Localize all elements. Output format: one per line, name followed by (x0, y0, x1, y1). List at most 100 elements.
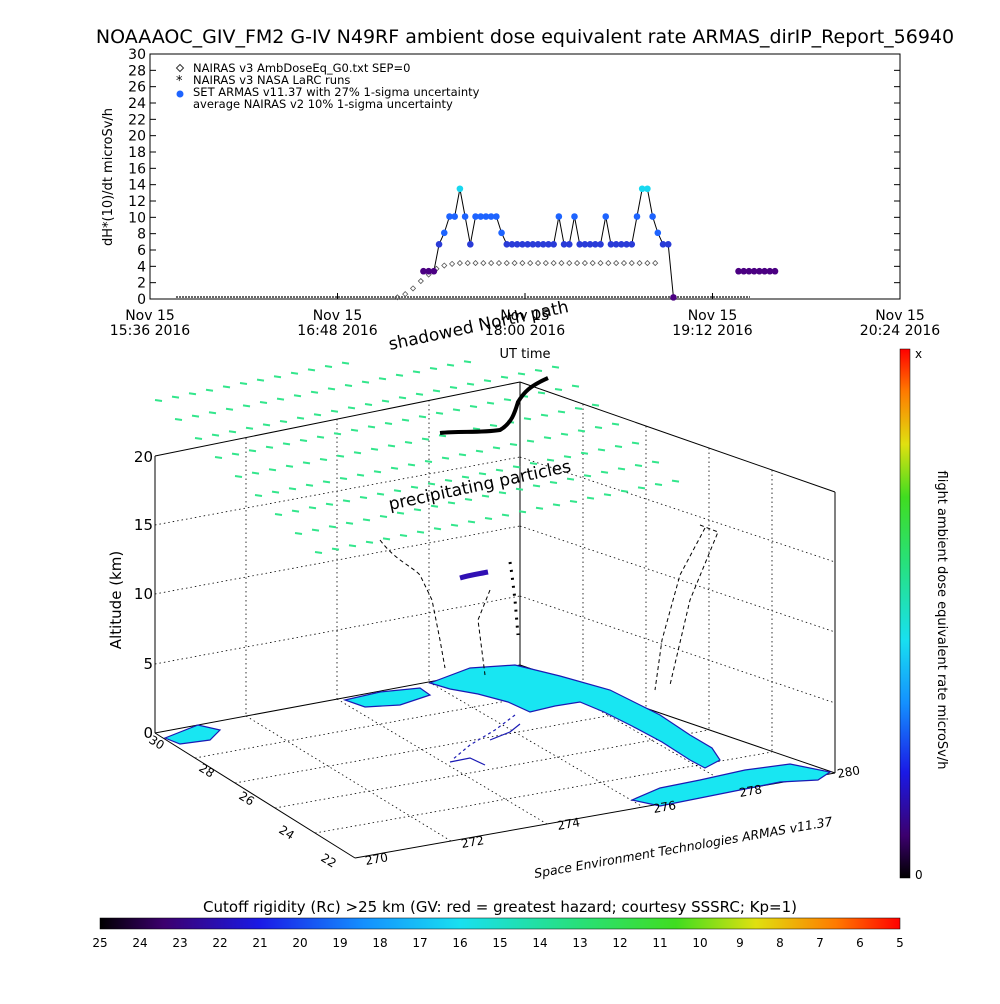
legend-diamond-icon (175, 63, 185, 73)
armas-point (550, 240, 557, 248)
y-tick-label: 30 (128, 47, 146, 63)
precip-mark (518, 510, 527, 514)
precip-mark (421, 437, 430, 441)
nairas-point (534, 260, 542, 267)
colorbar-tick-label: 15 (492, 936, 507, 950)
armas-point (493, 213, 500, 220)
precip-mark (328, 525, 337, 529)
precip-mark (415, 392, 424, 396)
armas-point (519, 240, 526, 248)
precip-mark (316, 435, 325, 439)
precip-mark (489, 424, 498, 427)
precip-mark (535, 506, 544, 510)
precip-mark (580, 451, 589, 455)
precip-mark (339, 477, 348, 480)
precip-mark (398, 396, 407, 400)
precip-mark (305, 483, 314, 487)
precip-mark (546, 458, 555, 462)
armas-point (430, 267, 438, 275)
armas-point (644, 185, 651, 193)
precip-mark (537, 391, 546, 395)
precip-mark (571, 384, 580, 388)
precip-mark (274, 513, 283, 516)
colorbar-tick-label: 6 (856, 936, 864, 950)
precip-mark (464, 498, 473, 501)
y-tick-label: 16 (128, 161, 146, 177)
armas-point (487, 213, 495, 220)
altitude-tick-label: 10 (134, 585, 153, 603)
precip-mark (214, 456, 223, 459)
precip-mark (256, 378, 265, 382)
precip-mark (248, 449, 257, 453)
armas-point (664, 240, 672, 248)
precip-mark (396, 511, 405, 515)
precip-mark (379, 515, 388, 518)
precip-mark (294, 532, 303, 535)
armas-point (597, 240, 604, 248)
nairas-point (566, 260, 573, 267)
armas-point (446, 213, 453, 220)
armas-point (612, 240, 620, 248)
armas-point (482, 213, 490, 220)
legend-label-nairas-v2: average NAIRAS v2 10% 1-sigma uncertaint… (193, 97, 453, 111)
legend-label-nairas-g0: NAIRAS v3 AmbDoseEq_G0.txt SEP=0 (193, 61, 410, 75)
precip-mark (378, 377, 387, 381)
nairas-point (636, 260, 643, 267)
precip-mark (532, 484, 541, 488)
precip-mark (350, 428, 359, 432)
x-tick-label-date: Nov 15 (313, 308, 363, 324)
precip-mark (413, 508, 422, 512)
precip-mark (597, 448, 606, 452)
precip-mark (276, 397, 285, 401)
precip-mark (367, 425, 376, 429)
precip-mark (313, 413, 322, 417)
precip-mark (188, 392, 197, 396)
precip-mark (302, 461, 311, 465)
precip-mark (231, 452, 240, 456)
precip-mark (290, 371, 299, 375)
precip-mark (611, 422, 620, 426)
precip-mark (242, 404, 251, 408)
latitude-tick-label: 24 (276, 823, 296, 843)
armas-point (420, 267, 427, 275)
x-tick-label-time: 15:36 2016 (110, 323, 191, 339)
precip-mark (631, 441, 640, 445)
precip-mark (322, 480, 331, 484)
precip-mark (466, 382, 475, 386)
precip-mark (540, 413, 549, 417)
armas-point (545, 240, 552, 248)
precip-mark (449, 386, 458, 389)
latitude-tick-labels: 30 28 26 24 22 (146, 733, 338, 871)
armas-point (586, 240, 594, 248)
precip-mark (154, 399, 163, 402)
precip-mark (444, 479, 453, 482)
precip-mark (342, 499, 351, 503)
precip-mark (458, 453, 467, 457)
precip-mark (205, 388, 214, 392)
y-tick-label: 26 (128, 80, 146, 96)
precip-mark (433, 527, 442, 531)
nairas-point (464, 260, 471, 267)
precip-mark (574, 407, 583, 410)
precip-mark (603, 493, 612, 497)
precip-mark (637, 486, 646, 490)
armas-point (607, 240, 615, 248)
precip-mark (418, 415, 427, 419)
right-colorbar-bottom-label: 0 (915, 868, 923, 882)
x-tick-label-date: Nov 15 (688, 308, 738, 324)
nairas-point (488, 260, 495, 267)
precip-mark (324, 365, 333, 368)
precip-mark (390, 466, 399, 470)
y-tick-label: 28 (128, 63, 146, 79)
precip-mark (262, 423, 271, 427)
armas-point (592, 240, 599, 248)
precip-mark (500, 375, 509, 379)
armas-point (534, 240, 542, 248)
nairas-point (644, 260, 651, 267)
precip-mark (393, 489, 402, 493)
y-tick-label: 2 (137, 276, 146, 292)
nairas-point (620, 260, 628, 267)
precip-mark (429, 367, 438, 370)
precip-mark (251, 471, 260, 475)
precip-mark (194, 437, 203, 440)
